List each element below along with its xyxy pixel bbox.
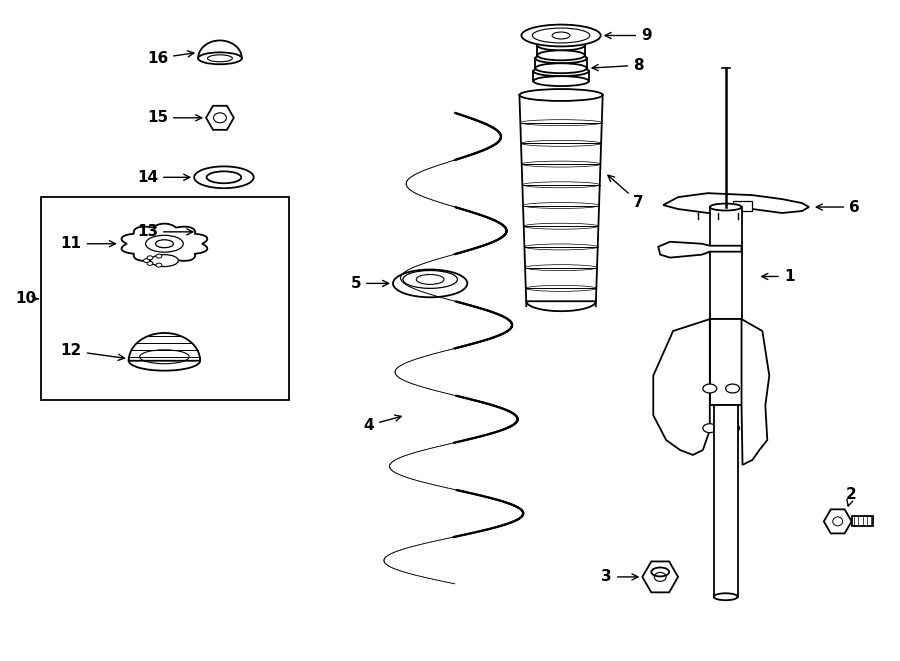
Polygon shape xyxy=(663,193,809,213)
Bar xyxy=(851,516,873,526)
Ellipse shape xyxy=(156,263,162,267)
Ellipse shape xyxy=(194,167,254,188)
Polygon shape xyxy=(122,223,207,264)
Ellipse shape xyxy=(147,256,153,260)
Ellipse shape xyxy=(519,89,603,101)
Bar xyxy=(733,201,752,211)
Bar xyxy=(41,197,290,401)
Ellipse shape xyxy=(537,40,585,50)
Text: 10: 10 xyxy=(15,292,36,306)
Text: 7: 7 xyxy=(608,175,643,210)
Polygon shape xyxy=(198,40,242,58)
Text: 1: 1 xyxy=(761,269,795,284)
Ellipse shape xyxy=(536,54,587,63)
Bar xyxy=(710,207,742,319)
Text: 9: 9 xyxy=(605,28,652,43)
Ellipse shape xyxy=(198,52,242,64)
Text: 12: 12 xyxy=(60,343,124,360)
Polygon shape xyxy=(129,333,200,361)
Text: 2: 2 xyxy=(846,487,857,506)
Ellipse shape xyxy=(725,424,740,433)
Ellipse shape xyxy=(710,204,742,210)
Text: 11: 11 xyxy=(60,236,115,251)
Text: 16: 16 xyxy=(147,51,194,66)
Ellipse shape xyxy=(196,224,251,240)
Bar xyxy=(714,405,738,597)
Text: 15: 15 xyxy=(147,110,202,126)
Ellipse shape xyxy=(537,50,585,60)
Ellipse shape xyxy=(652,568,669,576)
Ellipse shape xyxy=(534,76,589,86)
Ellipse shape xyxy=(703,384,716,393)
Text: 5: 5 xyxy=(350,276,389,291)
Ellipse shape xyxy=(725,384,740,393)
Ellipse shape xyxy=(144,258,149,262)
Text: 3: 3 xyxy=(601,569,638,584)
Text: 8: 8 xyxy=(592,58,644,73)
Polygon shape xyxy=(526,301,596,311)
Ellipse shape xyxy=(393,270,467,297)
Text: 14: 14 xyxy=(137,170,190,185)
Ellipse shape xyxy=(703,424,716,433)
Ellipse shape xyxy=(147,261,153,265)
Text: 6: 6 xyxy=(816,200,860,215)
Bar xyxy=(710,319,742,405)
Polygon shape xyxy=(658,242,742,258)
Text: 4: 4 xyxy=(364,415,401,433)
Polygon shape xyxy=(742,319,769,465)
Ellipse shape xyxy=(714,594,738,600)
Ellipse shape xyxy=(534,66,589,76)
Ellipse shape xyxy=(207,171,241,183)
Ellipse shape xyxy=(156,254,162,258)
Polygon shape xyxy=(653,319,710,455)
Text: 13: 13 xyxy=(137,224,193,239)
Ellipse shape xyxy=(150,254,178,266)
Ellipse shape xyxy=(129,351,200,371)
Ellipse shape xyxy=(536,63,587,73)
Ellipse shape xyxy=(521,24,600,46)
